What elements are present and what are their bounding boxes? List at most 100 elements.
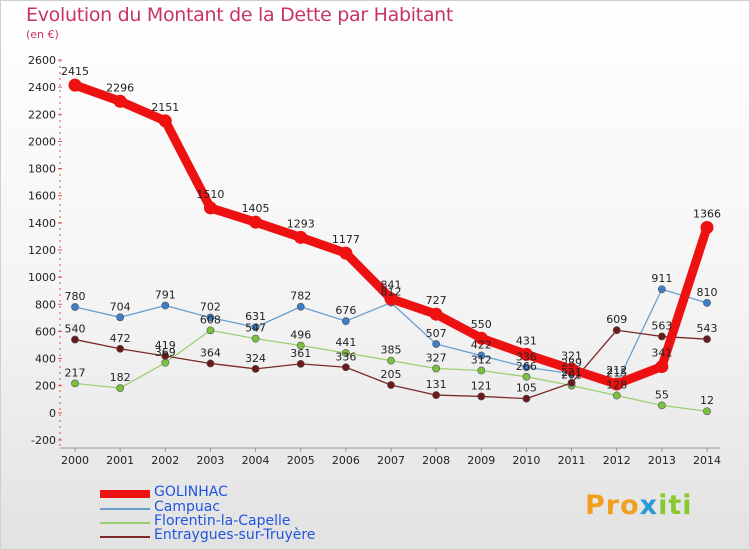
data-label: 1293	[287, 217, 315, 230]
x-tick-label: 2010	[512, 454, 540, 467]
data-point	[612, 391, 621, 400]
data-point	[522, 394, 531, 403]
data-point	[477, 351, 486, 360]
data-label: 221	[561, 366, 582, 379]
data-label: 727	[426, 294, 447, 307]
series-3-group	[71, 326, 711, 403]
data-label: 212	[606, 364, 627, 377]
data-label: 361	[290, 347, 311, 360]
data-point	[657, 332, 666, 341]
y-tick-label: 2600	[28, 54, 56, 67]
data-point	[610, 377, 624, 391]
data-point	[519, 347, 533, 361]
data-label: 205	[381, 368, 402, 381]
data-label: 780	[65, 290, 86, 303]
data-point	[432, 340, 441, 348]
x-tick-label: 2012	[603, 454, 631, 467]
data-label: 1366	[693, 207, 721, 220]
x-tick-label: 2001	[106, 454, 134, 467]
data-label: 702	[200, 301, 221, 314]
legend-swatch	[100, 536, 150, 538]
x-tick-label: 2011	[558, 454, 586, 467]
data-label: 1177	[332, 233, 360, 246]
data-point	[700, 220, 714, 234]
chart-title: Evolution du Montant de la Dette par Hab…	[26, 4, 454, 26]
data-point	[116, 313, 125, 322]
logo-part-2: x	[639, 490, 659, 521]
data-point	[612, 326, 621, 335]
data-point	[116, 344, 125, 353]
data-label: 911	[651, 272, 672, 285]
legend-swatch	[100, 490, 150, 498]
y-tick-label: 200	[35, 380, 56, 393]
data-point	[387, 381, 395, 389]
data-point	[522, 363, 531, 372]
y-tick-label: 1200	[28, 244, 56, 257]
data-label: 496	[290, 329, 311, 342]
data-point	[71, 379, 79, 388]
data-point	[206, 326, 215, 335]
x-tick-label: 2014	[693, 454, 721, 467]
data-point	[203, 201, 217, 215]
data-point	[296, 302, 305, 311]
data-point	[384, 292, 398, 306]
data-point	[251, 323, 260, 332]
data-label: 289	[561, 357, 582, 370]
data-point	[116, 384, 125, 393]
data-point	[339, 246, 353, 260]
data-point	[206, 359, 215, 368]
proxiti-logo: Proxiti	[585, 490, 693, 521]
x-tick-label: 2004	[242, 454, 270, 467]
data-label: 2151	[151, 101, 179, 114]
data-point	[296, 341, 305, 350]
y-tick-label: 1600	[28, 190, 56, 203]
data-label: 215	[606, 367, 627, 380]
data-label: 547	[245, 322, 266, 335]
data-point	[432, 364, 441, 373]
x-tick-label: 2009	[467, 454, 495, 467]
data-point	[294, 230, 308, 244]
data-label: 841	[381, 279, 402, 292]
data-point	[251, 364, 260, 373]
data-label: 55	[655, 388, 669, 401]
data-label: 131	[426, 378, 447, 391]
x-tick-label: 2006	[332, 454, 360, 467]
data-label: 563	[651, 319, 672, 332]
data-point	[161, 301, 170, 310]
data-point	[432, 391, 441, 399]
data-label: 2415	[61, 65, 89, 78]
logo-part-1: Pro	[585, 490, 640, 521]
data-label: 543	[697, 322, 718, 335]
data-point	[251, 334, 260, 343]
y-tick-label: 400	[35, 353, 56, 366]
legend-label: GOLINHAC	[154, 484, 228, 500]
x-tick-label: 2013	[648, 454, 676, 467]
data-label: 12	[700, 394, 714, 407]
data-label: 472	[110, 332, 131, 345]
data-point	[477, 392, 486, 401]
data-label: 676	[335, 304, 356, 317]
y-tick-label: -200	[31, 434, 56, 447]
data-label: 121	[471, 379, 492, 392]
data-label: 810	[697, 286, 718, 299]
data-point	[296, 359, 305, 368]
y-tick-label: 1800	[28, 163, 56, 176]
data-label: 324	[245, 352, 266, 365]
data-point	[161, 352, 170, 360]
data-label: 791	[155, 289, 176, 302]
data-point	[655, 360, 669, 374]
legend-swatch	[100, 522, 150, 524]
data-label: 419	[155, 339, 176, 352]
data-point	[477, 366, 486, 375]
y-tick-label: 1400	[28, 217, 56, 230]
y-tick-label: 0	[49, 407, 56, 420]
x-tick-label: 2005	[287, 454, 315, 467]
data-label: 217	[65, 366, 86, 379]
data-label: 540	[65, 323, 86, 336]
data-point	[68, 78, 82, 92]
logo-part-3: iti	[658, 490, 693, 521]
series-0-group	[68, 78, 714, 391]
y-tick-label: 2000	[28, 135, 56, 148]
